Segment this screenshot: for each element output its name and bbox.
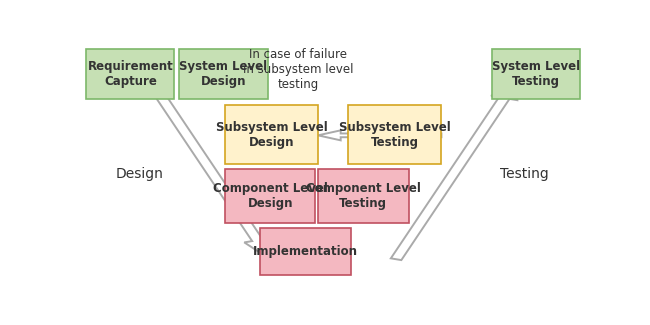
Polygon shape (144, 78, 270, 259)
Polygon shape (391, 79, 517, 260)
Text: Testing: Testing (500, 167, 549, 181)
FancyBboxPatch shape (179, 49, 268, 99)
FancyBboxPatch shape (225, 169, 315, 223)
Text: Component Level
Design: Component Level Design (213, 182, 328, 210)
Text: Design: Design (115, 167, 163, 181)
FancyBboxPatch shape (348, 105, 441, 164)
FancyBboxPatch shape (225, 105, 318, 164)
Text: Implementation: Implementation (253, 245, 358, 258)
FancyBboxPatch shape (86, 49, 174, 99)
Text: Requirement
Capture: Requirement Capture (88, 60, 174, 88)
FancyBboxPatch shape (260, 228, 351, 276)
Text: Component Level
Testing: Component Level Testing (306, 182, 421, 210)
FancyBboxPatch shape (318, 169, 409, 223)
Text: In case of failure
in subsystem level
testing: In case of failure in subsystem level te… (242, 47, 353, 91)
Text: System Level
Testing: System Level Testing (492, 60, 580, 88)
Text: System Level
Design: System Level Design (179, 60, 268, 88)
Polygon shape (318, 130, 441, 140)
Text: Subsystem Level
Testing: Subsystem Level Testing (339, 121, 450, 149)
FancyBboxPatch shape (492, 49, 580, 99)
Text: Subsystem Level
Design: Subsystem Level Design (216, 121, 328, 149)
